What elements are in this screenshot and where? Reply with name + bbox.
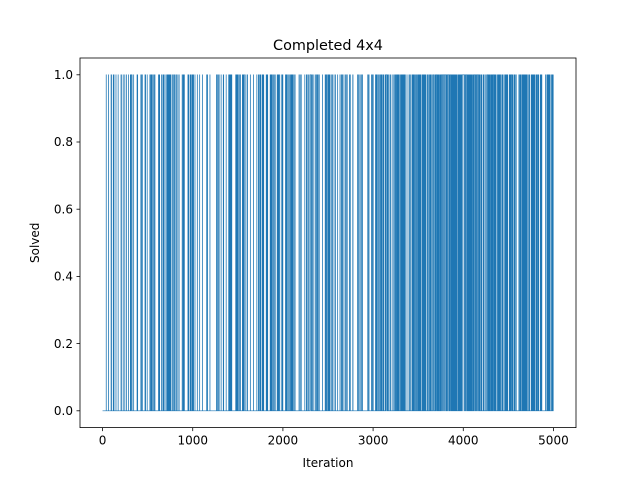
x-tick-label: 2000 [268, 434, 299, 448]
series-line-solved [102, 74, 554, 412]
y-tick-label: 0.2 [54, 337, 73, 351]
y-tick-label: 0.8 [54, 135, 73, 149]
plot-frame [79, 57, 577, 429]
y-tick-label: 0.0 [54, 404, 73, 418]
y-axis-title: Solved [28, 223, 42, 263]
y-tick-label: 1.0 [54, 68, 73, 82]
y-tick-label: 0.6 [54, 202, 73, 216]
x-tick-label: 0 [99, 434, 107, 448]
x-tick-label: 5000 [538, 434, 569, 448]
y-axis: 0.0 0.2 0.4 0.6 0.8 1.0 [54, 68, 80, 418]
x-axis: 0 1000 2000 3000 4000 5000 [99, 427, 569, 448]
chart-title: Completed 4x4 [273, 38, 383, 54]
x-tick-label: 1000 [177, 434, 208, 448]
x-tick-label: 3000 [358, 434, 389, 448]
x-axis-title: Iteration [303, 456, 354, 470]
x-tick-label: 4000 [448, 434, 479, 448]
y-tick-label: 0.4 [54, 270, 73, 284]
plot-series [102, 74, 554, 412]
